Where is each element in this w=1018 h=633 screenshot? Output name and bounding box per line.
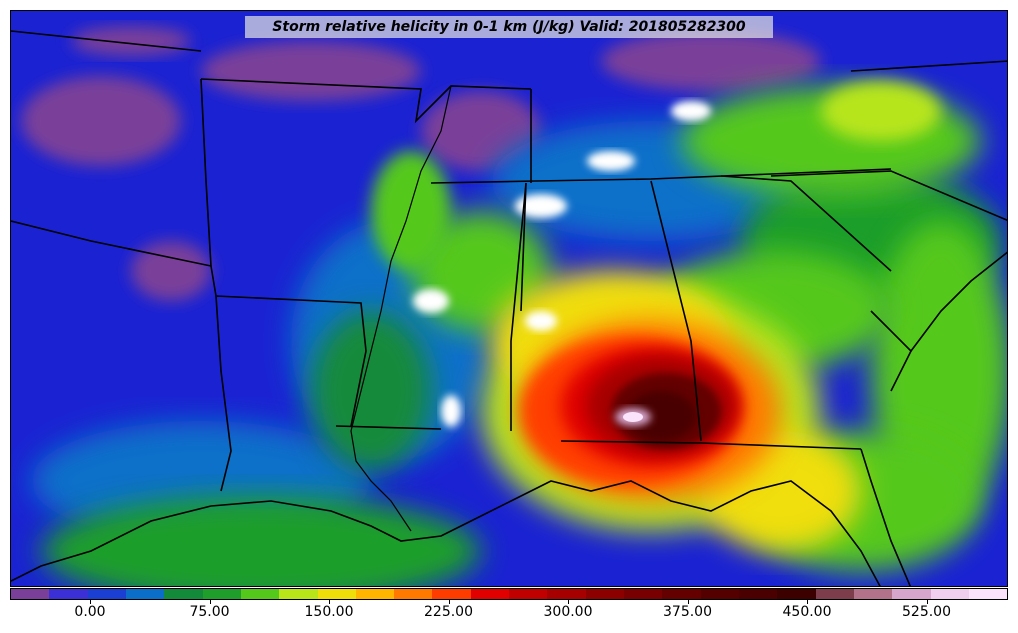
colorbar-segment xyxy=(968,589,1008,599)
colorbar-segment xyxy=(700,589,739,599)
colorbar-tick-label: 75.00 xyxy=(189,604,230,620)
colorbar-segment xyxy=(87,589,126,599)
colorbar-segment xyxy=(547,589,586,599)
colorbar-ticks: 0.00 75.00 150.00 225.00 300.00 375.00 450.00 5… xyxy=(10,600,1008,633)
colorbar-tick-mark xyxy=(329,600,330,604)
colorbar-legend xyxy=(10,588,1008,600)
colorbar-segment xyxy=(164,589,203,599)
colorbar-tick-mark xyxy=(807,600,808,604)
colorbar-segment xyxy=(125,589,165,599)
colorbar-segment xyxy=(738,589,778,599)
colorbar-segment xyxy=(624,589,663,599)
map-panel xyxy=(10,10,1008,587)
helicity-field xyxy=(21,26,1007,586)
colorbar-segment xyxy=(432,589,471,599)
coastline xyxy=(11,251,1007,586)
colorbar-segment xyxy=(317,589,356,599)
colorbar-tick-label: 150.00 xyxy=(304,604,354,620)
helicity-map xyxy=(11,11,1007,586)
colorbar-tick-label: 300.00 xyxy=(543,604,593,620)
colorbar-segment xyxy=(49,589,88,599)
colorbar-segment xyxy=(585,589,624,599)
colorbar-tick-label: 525.00 xyxy=(902,604,951,620)
colorbar-segment xyxy=(509,589,548,599)
colorbar-tick-mark xyxy=(90,600,91,604)
colorbar-segment xyxy=(394,589,433,599)
state-boundaries xyxy=(11,30,1007,492)
colorbar-segment xyxy=(853,589,893,599)
colorbar-tick-mark xyxy=(687,600,689,604)
colorbar-segment xyxy=(662,589,701,599)
colorbar-segment xyxy=(892,589,931,599)
colorbar-segment xyxy=(777,589,816,599)
rivers xyxy=(350,85,452,532)
colorbar-tick-mark xyxy=(568,600,569,604)
colorbar-tick-label: 450.00 xyxy=(782,604,832,620)
colorbar-segment xyxy=(815,589,854,599)
colorbar-tick-mark xyxy=(926,600,928,604)
colorbar-segment xyxy=(202,589,241,599)
colorbar-segment xyxy=(240,589,280,599)
colorbar-tick-label: 375.00 xyxy=(663,604,712,620)
colorbar-segment xyxy=(11,589,50,599)
colorbar-tick-label: 225.00 xyxy=(424,604,473,620)
colorbar-segment xyxy=(470,589,510,599)
colorbar-segment xyxy=(279,589,318,599)
map-title: Storm relative helicity in 0-1 km (J/kg)… xyxy=(245,16,773,38)
colorbar-tick-label: 0.00 xyxy=(74,604,106,620)
colorbar-tick-mark xyxy=(209,600,211,604)
colorbar-segment xyxy=(355,589,395,599)
colorbar-segment xyxy=(930,589,969,599)
colorbar-tick-mark xyxy=(448,600,450,604)
